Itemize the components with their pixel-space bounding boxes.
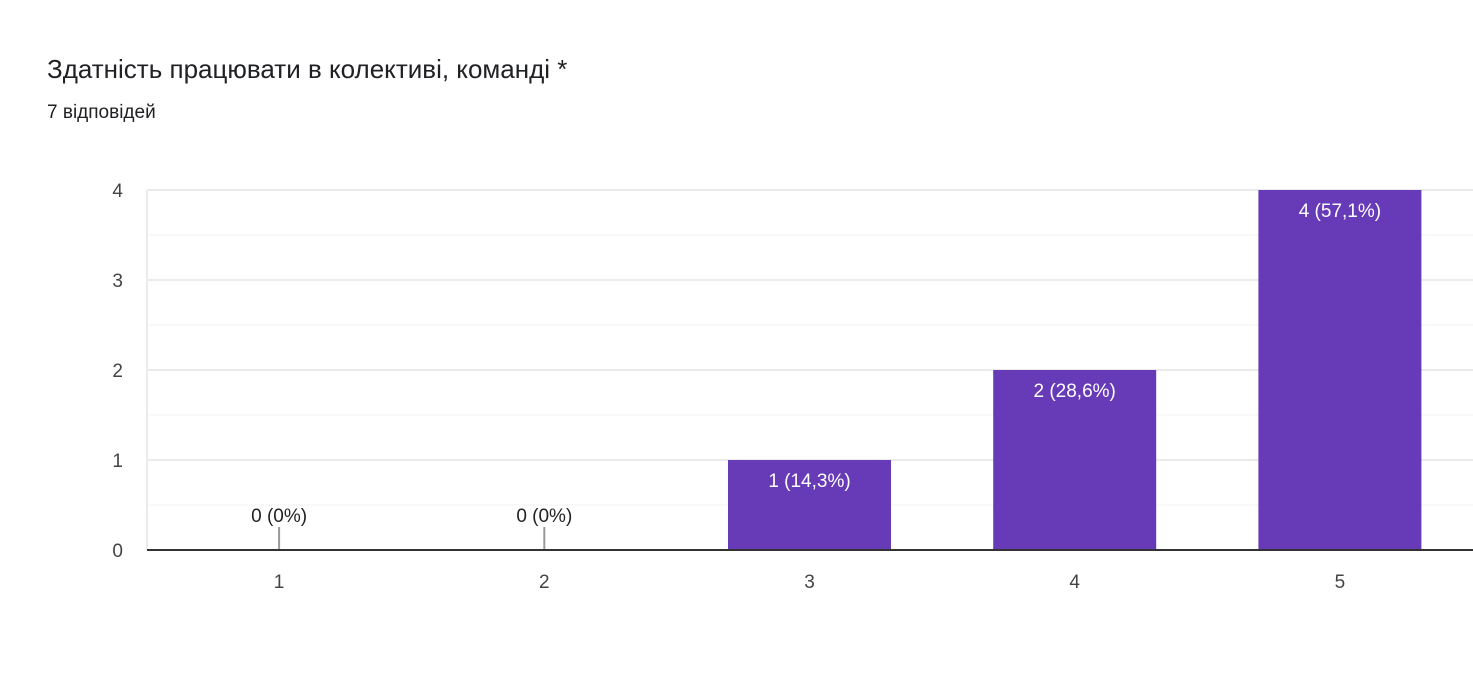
data-label: 2 (28,6%) (1034, 381, 1116, 402)
y-tick-label: 1 (112, 451, 123, 472)
x-tick-label: 1 (274, 572, 285, 593)
data-label: 4 (57,1%) (1299, 201, 1381, 222)
y-tick-label: 3 (112, 271, 123, 292)
data-label: 0 (0%) (516, 506, 572, 527)
bar-4 (993, 370, 1157, 550)
x-tick-label: 2 (539, 572, 550, 593)
bar-5 (1258, 190, 1422, 550)
y-tick-label: 0 (112, 541, 123, 562)
y-tick-label: 2 (112, 361, 123, 382)
y-tick-label: 4 (112, 181, 123, 202)
response-count: 7 відповідей (47, 102, 156, 123)
data-label: 1 (14,3%) (768, 471, 850, 492)
x-tick-label: 4 (1069, 572, 1080, 593)
x-tick-label: 5 (1335, 572, 1346, 593)
x-tick-label: 3 (804, 572, 815, 593)
data-label: 0 (0%) (251, 506, 307, 527)
bar-3 (728, 460, 891, 550)
question-title: Здатність працювати в колективі, команді… (47, 54, 568, 84)
